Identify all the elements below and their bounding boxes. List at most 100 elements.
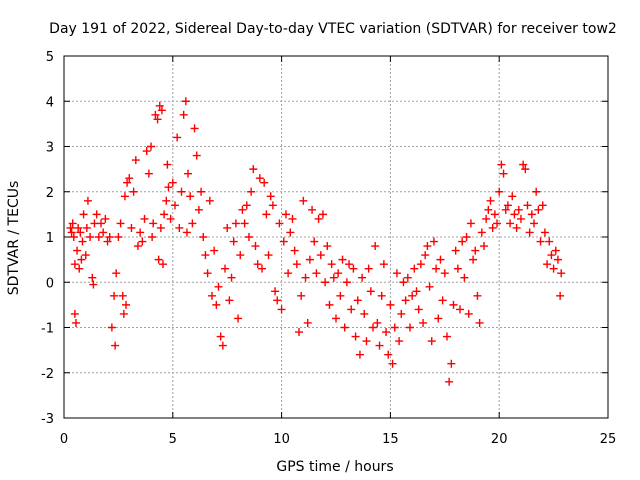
data-point [419, 318, 428, 327]
data-point [292, 260, 301, 269]
data-point [86, 233, 95, 241]
data-point [453, 264, 462, 273]
data-point [318, 210, 327, 219]
data-point [334, 269, 343, 278]
data-point [242, 201, 251, 210]
data-point [525, 228, 534, 237]
data-point [316, 251, 325, 260]
data-point [188, 219, 197, 228]
data-point [89, 280, 98, 289]
data-point [545, 237, 554, 246]
data-point [327, 260, 336, 269]
data-point [159, 260, 168, 269]
data-point [410, 264, 419, 273]
data-point [105, 233, 114, 241]
data-point [458, 237, 467, 246]
data-point [412, 287, 421, 296]
data-point [384, 350, 393, 359]
data-point [366, 287, 375, 296]
data-point [136, 228, 145, 237]
data-point [297, 291, 306, 300]
data-point [342, 278, 351, 287]
data-point [74, 223, 83, 232]
data-point [527, 210, 536, 219]
data-point [495, 187, 504, 196]
grid [64, 56, 608, 418]
data-point [244, 233, 253, 241]
data-point [212, 300, 221, 309]
data-point [175, 223, 184, 232]
data-point [179, 110, 188, 119]
data-point [421, 251, 430, 260]
data-point [551, 246, 560, 255]
data-point [386, 300, 395, 309]
data-point [234, 314, 243, 323]
y-tick-label: 4 [46, 95, 54, 110]
data-point [92, 210, 101, 219]
data-point [358, 273, 367, 282]
data-point [163, 160, 172, 169]
data-point [122, 300, 131, 309]
data-point [375, 341, 384, 350]
data-point [549, 264, 558, 273]
data-point [118, 291, 127, 300]
data-point [164, 183, 173, 192]
data-point [401, 296, 410, 305]
data-point [469, 255, 478, 264]
data-point [107, 323, 116, 332]
x-tick-label: 5 [169, 432, 177, 447]
data-point [247, 187, 256, 196]
data-point [345, 260, 354, 269]
y-tick-label: 1 [46, 231, 54, 246]
data-point [279, 237, 288, 246]
data-point [111, 341, 120, 350]
data-point [336, 291, 345, 300]
data-point [218, 341, 227, 350]
data-point [75, 264, 84, 273]
data-point [271, 287, 280, 296]
data-point [70, 309, 79, 318]
data-point [144, 169, 153, 178]
data-point [338, 255, 347, 264]
data-point [493, 219, 502, 228]
data-point [329, 273, 338, 282]
data-point [227, 273, 236, 282]
data-point [264, 251, 273, 260]
data-point [462, 233, 471, 241]
data-point [308, 205, 317, 214]
data-point [69, 233, 78, 241]
data-point [512, 223, 521, 232]
data-point [506, 219, 515, 228]
data-point [427, 337, 436, 346]
data-point [177, 187, 186, 196]
data-point [299, 196, 308, 205]
data-point [305, 255, 314, 264]
data-point [83, 196, 92, 205]
data-point [355, 350, 364, 359]
data-point [377, 291, 386, 300]
data-point [362, 337, 371, 346]
data-point [103, 237, 112, 246]
data-point [534, 205, 543, 214]
data-point [373, 318, 382, 327]
data-point [464, 309, 473, 318]
data-point [190, 124, 199, 133]
data-point [340, 323, 349, 332]
data-point [162, 196, 171, 205]
data-point [192, 151, 201, 160]
data-point [231, 219, 240, 228]
data-point [432, 264, 441, 273]
y-tick-label: -2 [41, 367, 54, 382]
data-point [114, 233, 123, 241]
data-point [79, 210, 88, 219]
data-point [221, 264, 230, 273]
y-axis-label: SDTVAR / TECUs [6, 181, 22, 296]
data-point [194, 205, 203, 214]
data-point [332, 314, 340, 323]
x-tick-label: 10 [273, 432, 290, 447]
data-point [203, 269, 212, 278]
data-point [251, 242, 260, 251]
data-point [399, 278, 408, 287]
